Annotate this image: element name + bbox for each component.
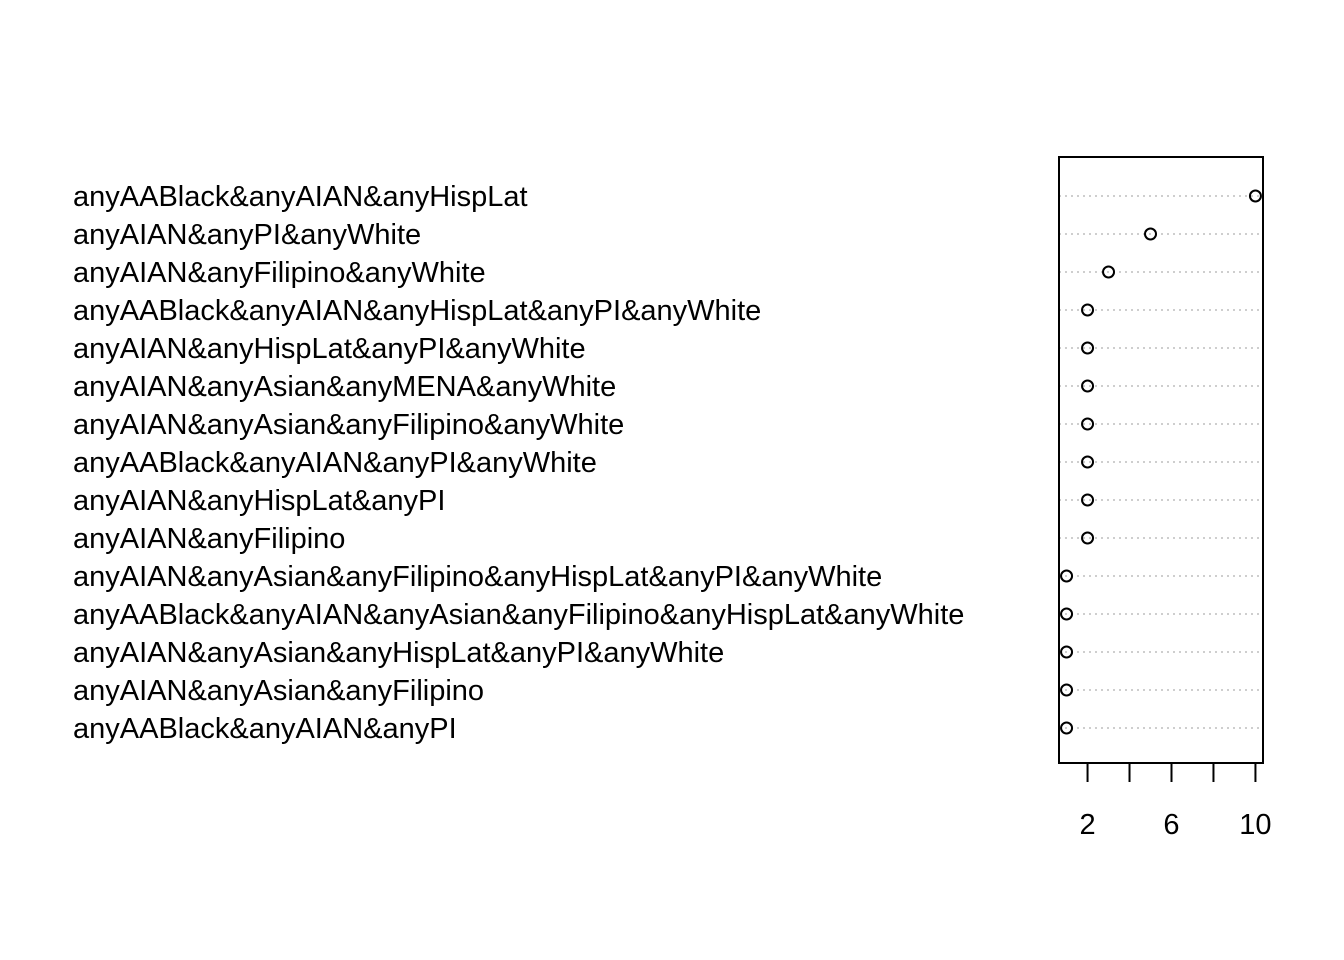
category-label: anyAIAN&anyAsian&anyFilipino&anyWhite — [73, 409, 624, 441]
category-label: anyAIAN&anyAsian&anyFilipino&anyHispLat&… — [73, 561, 882, 593]
category-labels: anyAABlack&anyAIAN&anyHispLat anyAIAN&any… — [73, 181, 964, 745]
category-label: anyAABlack&anyAIAN&anyHispLat — [73, 181, 528, 213]
category-label: anyAIAN&anyFilipino — [73, 523, 345, 555]
data-points — [1060, 189, 1262, 735]
data-point — [1081, 303, 1095, 317]
category-label: anyAABlack&anyAIAN&anyPI&anyWhite — [73, 447, 597, 479]
category-label: anyAABlack&anyAIAN&anyHispLat&anyPI&anyW… — [73, 295, 761, 327]
data-point — [1060, 721, 1074, 735]
category-label: anyAIAN&anyFilipino&anyWhite — [73, 257, 486, 289]
category-label: anyAABlack&anyAIAN&anyPI — [73, 713, 457, 745]
category-label: anyAIAN&anyAsian&anyFilipino — [73, 675, 484, 707]
category-label: anyAIAN&anyAsian&anyHispLat&anyPI&anyWhi… — [73, 637, 724, 669]
data-point — [1081, 531, 1095, 545]
x-axis: 2 6 10 — [1079, 763, 1272, 841]
data-point — [1081, 341, 1095, 355]
data-point — [1144, 227, 1158, 241]
data-point — [1081, 455, 1095, 469]
category-label: anyAIAN&anyHispLat&anyPI — [73, 485, 445, 517]
data-point — [1060, 569, 1074, 583]
grid-lines — [1059, 195, 1263, 729]
data-point — [1060, 645, 1074, 659]
data-point — [1102, 265, 1116, 279]
x-tick-label: 10 — [1239, 809, 1271, 841]
data-point — [1081, 417, 1095, 431]
category-label: anyAIAN&anyHispLat&anyPI&anyWhite — [73, 333, 586, 365]
category-label: anyAIAN&anyAsian&anyMENA&anyWhite — [73, 371, 616, 403]
data-point — [1081, 493, 1095, 507]
category-label: anyAABlack&anyAIAN&anyAsian&anyFilipino&… — [73, 599, 964, 631]
data-point — [1248, 189, 1262, 203]
category-label: anyAIAN&anyPI&anyWhite — [73, 219, 421, 251]
data-point — [1060, 683, 1074, 697]
plot-frame — [1058, 156, 1264, 764]
x-tick-label: 6 — [1163, 809, 1179, 841]
data-point — [1060, 607, 1074, 621]
data-point — [1081, 379, 1095, 393]
x-tick-label: 2 — [1079, 809, 1095, 841]
